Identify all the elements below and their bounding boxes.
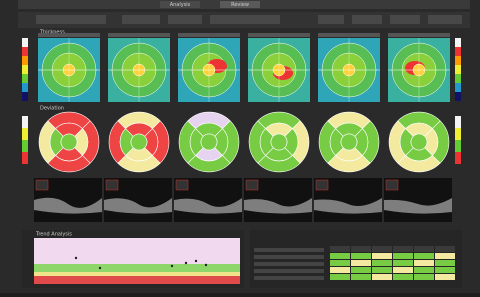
oct-thumb xyxy=(316,180,328,190)
panel-header xyxy=(318,33,380,37)
tab-label[interactable]: Analysis xyxy=(170,2,191,8)
deviation-center xyxy=(271,134,287,150)
table-cell xyxy=(393,246,413,252)
button[interactable] xyxy=(390,15,420,24)
row-label xyxy=(254,262,324,266)
color-scale xyxy=(22,56,28,65)
trend-point xyxy=(185,262,187,264)
deviation-center xyxy=(341,134,357,150)
table-cell xyxy=(435,274,455,280)
oct-thumb xyxy=(246,180,258,190)
section-label: Trend Analysis xyxy=(35,232,72,238)
table-cell xyxy=(393,274,413,280)
button[interactable] xyxy=(318,15,344,24)
color-scale xyxy=(455,38,461,47)
color-scale xyxy=(455,140,461,152)
color-scale xyxy=(22,128,28,140)
table-cell xyxy=(351,246,371,252)
deviation-center xyxy=(411,134,427,150)
oct-thumb xyxy=(106,180,118,190)
color-scale xyxy=(455,83,461,92)
color-scale xyxy=(455,128,461,140)
button[interactable] xyxy=(428,15,462,24)
trend-point xyxy=(75,257,77,259)
table-cell xyxy=(351,267,371,273)
panel-header xyxy=(248,33,310,37)
section-label: Deviation xyxy=(40,106,64,112)
color-scale xyxy=(455,116,461,128)
table-cell xyxy=(351,260,371,266)
color-scale xyxy=(22,92,28,101)
panel-header xyxy=(178,33,240,37)
color-scale xyxy=(455,152,461,164)
row-label xyxy=(254,269,324,273)
table-cell xyxy=(372,253,392,259)
tab-label[interactable]: Review xyxy=(231,2,249,8)
oct-thumb xyxy=(36,180,48,190)
color-scale xyxy=(22,152,28,164)
trend-point xyxy=(171,265,173,267)
table-cell xyxy=(414,253,434,259)
table-cell xyxy=(414,260,434,266)
table-cell xyxy=(330,246,350,252)
trend-point xyxy=(195,260,197,262)
table-cell xyxy=(435,260,455,266)
button[interactable] xyxy=(122,15,160,24)
color-scale xyxy=(22,74,28,83)
table-cell xyxy=(351,253,371,259)
color-scale xyxy=(455,92,461,101)
band-high xyxy=(34,238,240,264)
band-low xyxy=(34,276,240,284)
dropdown[interactable] xyxy=(210,15,280,24)
color-scale xyxy=(22,140,28,152)
color-scale xyxy=(22,83,28,92)
button[interactable] xyxy=(168,15,202,24)
band-borderline xyxy=(34,272,240,276)
deviation-center xyxy=(201,134,217,150)
color-scale xyxy=(455,56,461,65)
table-cell xyxy=(435,267,455,273)
color-scale xyxy=(22,47,28,56)
row-label xyxy=(254,255,324,259)
panel-header xyxy=(388,33,450,37)
table-cell xyxy=(330,274,350,280)
panel-header xyxy=(38,33,100,37)
color-scale xyxy=(455,47,461,56)
table-cell xyxy=(393,267,413,273)
table-cell xyxy=(330,267,350,273)
row-label xyxy=(254,248,324,252)
table-cell xyxy=(372,246,392,252)
color-scale xyxy=(22,65,28,74)
table-cell xyxy=(435,246,455,252)
dropdown[interactable] xyxy=(36,15,106,24)
deviation-center xyxy=(131,134,147,150)
table-cell xyxy=(393,253,413,259)
table-cell xyxy=(372,267,392,273)
button[interactable] xyxy=(352,15,382,24)
panel-header xyxy=(108,33,170,37)
trend-point xyxy=(205,264,207,266)
table-cell xyxy=(372,260,392,266)
table-cell xyxy=(414,267,434,273)
table-cell xyxy=(414,274,434,280)
table-cell xyxy=(330,260,350,266)
band-normal xyxy=(34,264,240,272)
oct-thumb xyxy=(176,180,188,190)
table-cell xyxy=(393,260,413,266)
app-window: Analysis Review Deviation Thickness Tren… xyxy=(0,0,480,293)
table-cell xyxy=(372,274,392,280)
trend-point xyxy=(99,267,101,269)
table-cell xyxy=(351,274,371,280)
parameter-table xyxy=(250,230,462,288)
row-label xyxy=(254,276,324,280)
deviation-center xyxy=(61,134,77,150)
table-cell xyxy=(414,246,434,252)
color-scale xyxy=(22,38,28,47)
color-scale xyxy=(22,116,28,128)
color-scale xyxy=(455,74,461,83)
oct-thumb xyxy=(386,180,398,190)
color-scale xyxy=(455,65,461,74)
table-cell xyxy=(435,253,455,259)
table-cell xyxy=(330,253,350,259)
